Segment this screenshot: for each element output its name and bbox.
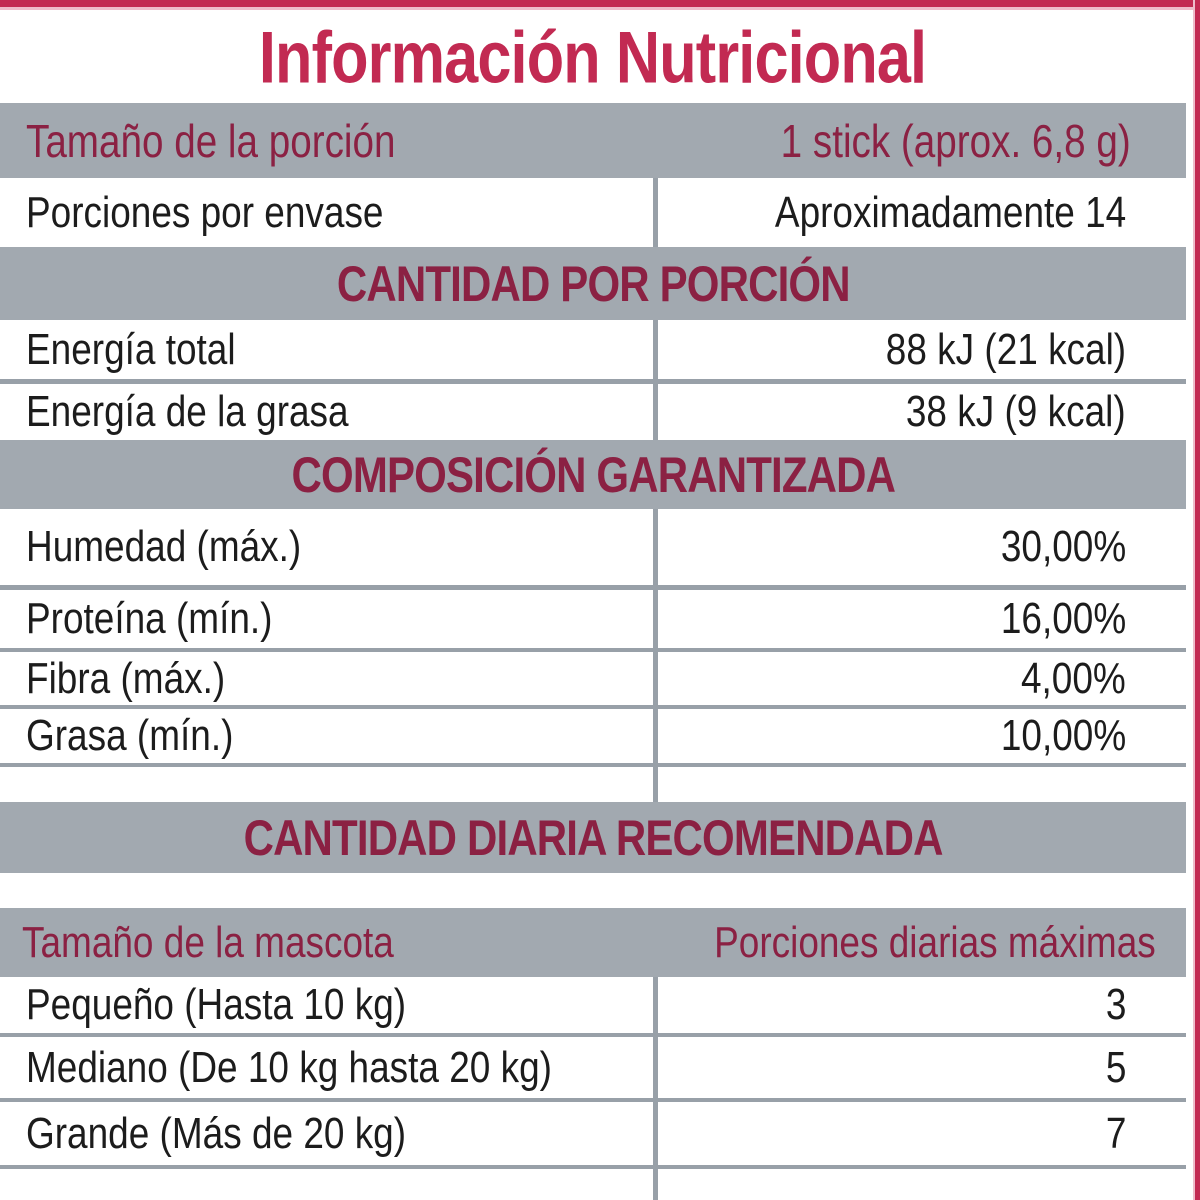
protein-label-cell: Proteína (mín.): [0, 590, 653, 648]
protein-value: 16,00%: [1000, 594, 1126, 643]
medium-dog-value-cell: 5: [653, 1037, 1186, 1098]
label-content: Información Nutricional Tamaño de la por…: [0, 13, 1186, 1200]
protein-value-cell: 16,00%: [653, 590, 1186, 648]
moisture-value-cell: 30,00%: [653, 509, 1186, 585]
energy-total-value-cell: 88 kJ (21 kcal): [653, 320, 1186, 379]
servings-per-pack-label-cell: Porciones por envase: [0, 178, 653, 247]
row-divider: [0, 585, 1186, 590]
fiber-value-cell: 4,00%: [653, 652, 1186, 705]
guaranteed-analysis-header-text: COMPOSICIÓN GARANTIZADA: [291, 446, 896, 503]
title-block: Información Nutricional: [0, 13, 1186, 103]
empty-row: [0, 767, 1186, 802]
amount-per-serving-header-text: CANTIDAD POR PORCIÓN: [336, 255, 851, 312]
energy-fat-value: 38 kJ (9 kcal): [906, 387, 1126, 436]
servings-per-pack-value-cell: Aproximadamente 14: [653, 178, 1186, 247]
serving-size-value: 1 stick (aprox. 6,8 g): [780, 114, 1131, 167]
serving-size-row: Tamaño de la porción 1 stick (aprox. 6,8…: [0, 103, 1186, 178]
moisture-label-cell: Humedad (máx.): [0, 509, 653, 585]
small-dog-label: Pequeño (Hasta 10 kg): [26, 980, 407, 1029]
empty-row: [0, 1169, 1186, 1200]
protein-row: Proteína (mín.) 16,00%: [0, 590, 1186, 648]
fat-label: Grasa (mín.): [26, 711, 234, 760]
small-dog-row: Pequeño (Hasta 10 kg) 3: [0, 977, 1186, 1033]
servings-per-pack-row: Porciones por envase Aproximadamente 14: [0, 178, 1186, 247]
moisture-label: Humedad (máx.): [26, 522, 302, 571]
energy-fat-value-cell: 38 kJ (9 kcal): [653, 384, 1186, 440]
energy-fat-label-cell: Energía de la grasa: [0, 384, 653, 440]
fiber-row: Fibra (máx.) 4,00%: [0, 652, 1186, 705]
medium-dog-label-cell: Mediano (De 10 kg hasta 20 kg): [0, 1037, 653, 1098]
pet-size-header-row: Tamaño de la mascota Porciones diarias m…: [0, 908, 1186, 977]
fiber-value: 4,00%: [1021, 653, 1126, 703]
fiber-label: Fibra (máx.): [26, 653, 226, 703]
daily-recommendation-header-text: CANTIDAD DIARIA RECOMENDADA: [243, 809, 943, 866]
large-dog-row: Grande (Más de 20 kg) 7: [0, 1102, 1186, 1165]
daily-recommendation-header: CANTIDAD DIARIA RECOMENDADA: [0, 802, 1186, 873]
energy-total-label-cell: Energía total: [0, 320, 653, 379]
row-divider: [0, 379, 1186, 384]
medium-dog-row: Mediano (De 10 kg hasta 20 kg) 5: [0, 1037, 1186, 1098]
fat-row: Grasa (mín.) 10,00%: [0, 709, 1186, 763]
amount-per-serving-header: CANTIDAD POR PORCIÓN: [0, 247, 1186, 320]
large-dog-label-cell: Grande (Más de 20 kg): [0, 1102, 653, 1165]
pet-size-col-header: Tamaño de la mascota: [22, 917, 394, 967]
large-dog-label: Grande (Más de 20 kg): [26, 1108, 407, 1158]
fat-value: 10,00%: [1000, 711, 1126, 760]
guaranteed-analysis-header: COMPOSICIÓN GARANTIZADA: [0, 440, 1186, 509]
section-gap: [0, 873, 1186, 908]
energy-total-row: Energía total 88 kJ (21 kcal): [0, 320, 1186, 379]
fiber-label-cell: Fibra (máx.): [0, 652, 653, 705]
label-right-edge: [1193, 0, 1200, 1200]
max-servings-col-header-cell: Porciones diarias máximas: [653, 908, 1186, 977]
moisture-row: Humedad (máx.) 30,00%: [0, 509, 1186, 585]
label-top-edge: [0, 0, 1200, 10]
servings-per-pack-value: Aproximadamente 14: [774, 187, 1126, 237]
serving-size-label-cell: Tamaño de la porción: [0, 103, 653, 178]
row-divider: [0, 705, 1186, 709]
energy-fat-label: Energía de la grasa: [26, 387, 349, 436]
row-divider: [0, 648, 1186, 652]
energy-total-value: 88 kJ (21 kcal): [885, 324, 1126, 374]
large-dog-value-cell: 7: [653, 1102, 1186, 1165]
protein-label: Proteína (mín.): [26, 594, 273, 643]
page-title: Información Nutricional: [259, 17, 927, 99]
serving-size-label: Tamaño de la porción: [26, 114, 396, 167]
small-dog-value: 3: [1105, 980, 1126, 1029]
row-divider: [0, 1098, 1186, 1102]
row-divider: [0, 1165, 1186, 1169]
medium-dog-label: Mediano (De 10 kg hasta 20 kg): [26, 1042, 552, 1092]
fat-label-cell: Grasa (mín.): [0, 709, 653, 763]
medium-dog-value: 5: [1105, 1042, 1126, 1092]
energy-total-label: Energía total: [26, 324, 236, 374]
small-dog-label-cell: Pequeño (Hasta 10 kg): [0, 977, 653, 1033]
moisture-value: 30,00%: [1000, 522, 1126, 571]
max-servings-col-header: Porciones diarias máximas: [714, 917, 1156, 967]
servings-per-pack-label: Porciones por envase: [26, 187, 384, 237]
pet-size-col-header-cell: Tamaño de la mascota: [0, 908, 653, 977]
row-divider: [0, 1033, 1186, 1037]
energy-fat-row: Energía de la grasa 38 kJ (9 kcal): [0, 384, 1186, 440]
row-divider: [0, 763, 1186, 767]
fat-value-cell: 10,00%: [653, 709, 1186, 763]
large-dog-value: 7: [1105, 1108, 1126, 1158]
serving-size-value-cell: 1 stick (aprox. 6,8 g): [653, 103, 1186, 178]
small-dog-value-cell: 3: [653, 977, 1186, 1033]
